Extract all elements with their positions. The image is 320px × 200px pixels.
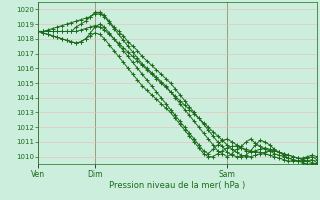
X-axis label: Pression niveau de la mer( hPa ): Pression niveau de la mer( hPa ) xyxy=(109,181,246,190)
